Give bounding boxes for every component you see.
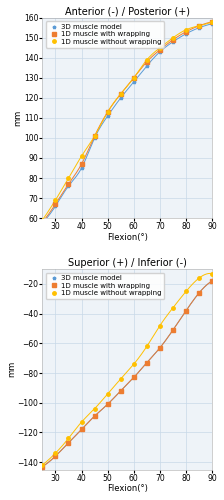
Line: 1D muscle with wrapping: 1D muscle with wrapping (41, 279, 214, 468)
3D muscle model (106, 401, 109, 407)
3D muscle model (54, 453, 57, 459)
1D muscle without wrapping (41, 217, 44, 223)
1D muscle without wrapping (185, 26, 187, 32)
1D muscle with wrapping (159, 47, 161, 53)
Legend: 3D muscle model, 1D muscle with wrapping, 1D muscle without wrapping: 3D muscle model, 1D muscle with wrapping… (46, 272, 164, 299)
3D muscle model (172, 327, 174, 333)
1D muscle without wrapping (132, 75, 135, 81)
1D muscle without wrapping (159, 45, 161, 51)
1D muscle with wrapping (198, 22, 200, 28)
1D muscle with wrapping (41, 464, 44, 469)
1D muscle with wrapping (198, 290, 200, 296)
1D muscle with wrapping (54, 201, 57, 207)
3D muscle model (41, 219, 44, 225)
1D muscle without wrapping (132, 361, 135, 367)
1D muscle with wrapping (185, 28, 187, 34)
Title: Superior (+) / Inferior (-): Superior (+) / Inferior (-) (68, 258, 187, 268)
3D muscle model (185, 308, 187, 314)
3D muscle model (93, 413, 96, 419)
1D muscle with wrapping (67, 440, 70, 446)
1D muscle with wrapping (80, 426, 83, 432)
1D muscle without wrapping (67, 175, 70, 181)
1D muscle without wrapping (54, 450, 57, 456)
1D muscle without wrapping (93, 406, 96, 411)
Line: 3D muscle model: 3D muscle model (41, 279, 214, 468)
1D muscle with wrapping (159, 345, 161, 351)
1D muscle with wrapping (106, 109, 109, 115)
1D muscle with wrapping (41, 219, 44, 225)
3D muscle model (198, 290, 200, 296)
1D muscle without wrapping (159, 322, 161, 328)
1D muscle with wrapping (93, 133, 96, 139)
1D muscle with wrapping (132, 374, 135, 380)
3D muscle model (119, 388, 122, 394)
3D muscle model (41, 464, 44, 469)
Line: 1D muscle without wrapping: 1D muscle without wrapping (41, 20, 214, 222)
1D muscle without wrapping (172, 304, 174, 310)
1D muscle without wrapping (119, 376, 122, 382)
3D muscle model (93, 135, 96, 141)
3D muscle model (159, 49, 161, 55)
Legend: 3D muscle model, 1D muscle with wrapping, 1D muscle without wrapping: 3D muscle model, 1D muscle with wrapping… (46, 21, 164, 48)
3D muscle model (185, 31, 187, 37)
1D muscle with wrapping (172, 37, 174, 43)
Line: 1D muscle without wrapping: 1D muscle without wrapping (41, 272, 214, 467)
1D muscle with wrapping (211, 278, 213, 284)
3D muscle model (146, 360, 148, 366)
Title: Anterior (-) / Posterior (+): Anterior (-) / Posterior (+) (65, 7, 190, 17)
1D muscle with wrapping (93, 413, 96, 419)
3D muscle model (172, 39, 174, 45)
1D muscle without wrapping (41, 462, 44, 468)
3D muscle model (146, 63, 148, 69)
1D muscle without wrapping (106, 109, 109, 115)
3D muscle model (106, 113, 109, 119)
1D muscle without wrapping (185, 288, 187, 294)
1D muscle without wrapping (106, 391, 109, 397)
1D muscle with wrapping (119, 91, 122, 97)
1D muscle without wrapping (93, 133, 96, 139)
X-axis label: Flexion(°): Flexion(°) (107, 484, 148, 493)
1D muscle without wrapping (67, 436, 70, 442)
3D muscle model (54, 203, 57, 209)
1D muscle without wrapping (119, 91, 122, 97)
1D muscle without wrapping (146, 57, 148, 63)
1D muscle with wrapping (172, 327, 174, 333)
1D muscle without wrapping (211, 270, 213, 276)
1D muscle with wrapping (211, 18, 213, 24)
3D muscle model (198, 24, 200, 30)
3D muscle model (132, 79, 135, 85)
3D muscle model (159, 345, 161, 351)
1D muscle with wrapping (185, 308, 187, 314)
1D muscle without wrapping (198, 275, 200, 281)
3D muscle model (80, 165, 83, 171)
1D muscle with wrapping (54, 453, 57, 459)
1D muscle without wrapping (54, 197, 57, 203)
Line: 3D muscle model: 3D muscle model (41, 22, 214, 224)
1D muscle with wrapping (146, 59, 148, 65)
3D muscle model (211, 278, 213, 284)
3D muscle model (132, 374, 135, 380)
3D muscle model (67, 183, 70, 189)
Line: 1D muscle with wrapping: 1D muscle with wrapping (41, 20, 214, 224)
1D muscle without wrapping (146, 344, 148, 349)
1D muscle with wrapping (67, 181, 70, 187)
1D muscle with wrapping (119, 388, 122, 394)
1D muscle without wrapping (80, 153, 83, 159)
1D muscle without wrapping (198, 22, 200, 28)
3D muscle model (211, 20, 213, 26)
1D muscle with wrapping (106, 401, 109, 407)
1D muscle without wrapping (172, 35, 174, 41)
1D muscle without wrapping (211, 18, 213, 24)
1D muscle with wrapping (80, 161, 83, 167)
X-axis label: Flexion(°): Flexion(°) (107, 232, 148, 241)
1D muscle with wrapping (146, 360, 148, 366)
1D muscle with wrapping (132, 75, 135, 81)
Y-axis label: mm: mm (13, 110, 22, 126)
3D muscle model (119, 95, 122, 101)
3D muscle model (80, 426, 83, 432)
3D muscle model (67, 440, 70, 446)
1D muscle without wrapping (80, 419, 83, 425)
Y-axis label: mm: mm (7, 361, 16, 378)
